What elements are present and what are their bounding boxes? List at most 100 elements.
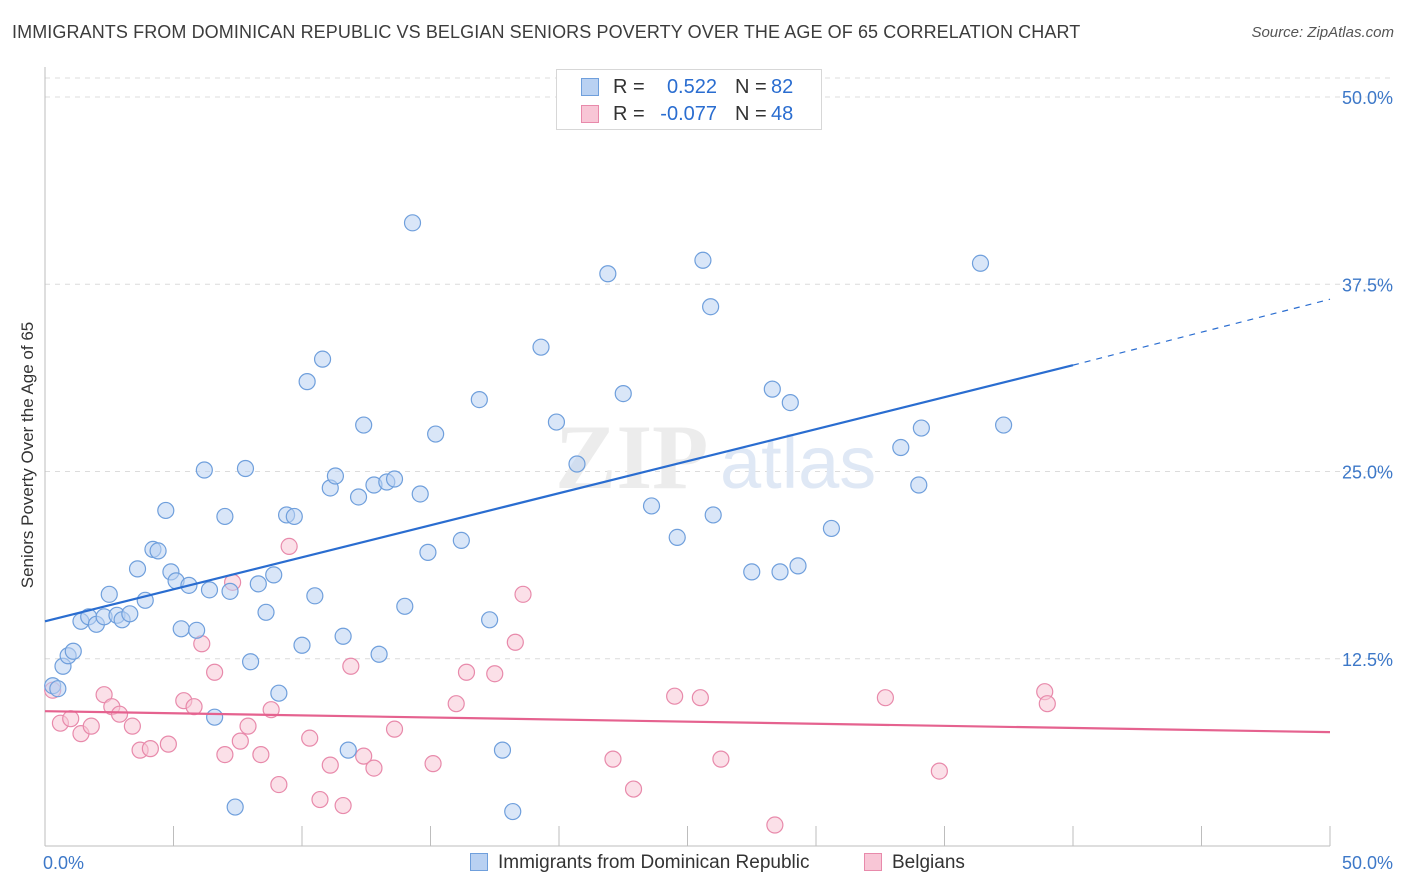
belgians-point bbox=[216, 746, 234, 764]
dominican-point bbox=[265, 566, 283, 584]
y-tick-label: 25.0% bbox=[1342, 463, 1393, 483]
dominican-point bbox=[452, 531, 470, 550]
dominican-point bbox=[242, 653, 260, 671]
source-note: Source: ZipAtlas.com bbox=[1251, 24, 1394, 41]
dominican-point bbox=[822, 519, 841, 538]
dominican-point bbox=[64, 642, 82, 660]
bottom-legend-swatch-blue bbox=[470, 853, 488, 871]
belgians-point bbox=[280, 537, 298, 556]
dominican-point bbox=[642, 497, 661, 515]
dominican-point bbox=[100, 585, 118, 603]
dominican-point bbox=[910, 476, 928, 494]
axis-layer bbox=[44, 67, 1331, 847]
legend-row-dominican: R = 0.522 N = 82 bbox=[557, 74, 821, 100]
belgians-point bbox=[666, 687, 684, 705]
bottom-legend-label: Belgians bbox=[892, 852, 965, 873]
dominican-point bbox=[614, 385, 632, 403]
dominican-point bbox=[403, 214, 422, 232]
dominican-point bbox=[285, 507, 303, 526]
belgians-point bbox=[270, 775, 288, 794]
dominican-point bbox=[298, 373, 316, 391]
dominican-point bbox=[249, 575, 267, 593]
bottom-legend-swatch-pink bbox=[864, 853, 882, 871]
dominican-point bbox=[172, 620, 190, 638]
dominican-point bbox=[694, 251, 712, 269]
dominican-point bbox=[763, 380, 781, 398]
belgians-point bbox=[334, 796, 352, 815]
dominican-point bbox=[216, 507, 234, 526]
y-tick-label: 12.5% bbox=[1342, 650, 1393, 670]
legend-n-label: N = bbox=[735, 103, 767, 125]
dominican-point bbox=[396, 597, 414, 615]
dominican-point bbox=[293, 636, 311, 654]
belgians-point bbox=[95, 686, 113, 704]
belgians-point bbox=[62, 710, 80, 728]
belgians-point bbox=[159, 735, 177, 753]
dominican-point bbox=[781, 393, 799, 412]
legend-n-value: 82 bbox=[771, 76, 794, 98]
belgians-point bbox=[311, 790, 329, 809]
tick-labels: 12.5% 25.0% 37.5% 50.0% 0.0% 50.0% bbox=[43, 88, 1393, 873]
dominican-point bbox=[370, 645, 388, 663]
dominican-point bbox=[385, 470, 404, 488]
legend-n-value: 48 bbox=[771, 103, 794, 125]
belgians-point bbox=[206, 663, 224, 681]
legend-box: R = 0.522 N = 82 R = -0.077 N = 48 bbox=[556, 69, 822, 130]
legend-r-value: 0.522 bbox=[666, 76, 717, 98]
legend-r-label: R = bbox=[613, 103, 645, 125]
dominican-point bbox=[532, 338, 550, 356]
legend-r-value: -0.077 bbox=[660, 103, 717, 125]
dominican-point bbox=[313, 350, 332, 368]
bottom-legend-label: Immigrants from Dominican Republic bbox=[498, 852, 810, 873]
dominican-point bbox=[668, 528, 686, 547]
dominican-point bbox=[912, 419, 930, 437]
legend-swatch-pink bbox=[581, 105, 599, 123]
dominican-point bbox=[257, 603, 275, 621]
belgians-point bbox=[342, 657, 360, 675]
belgians-point bbox=[110, 705, 129, 723]
dominican-point bbox=[326, 467, 345, 485]
legend-swatch-blue bbox=[581, 78, 599, 96]
belgians-point bbox=[355, 747, 373, 765]
dominican-points bbox=[44, 214, 1013, 821]
belgians-point bbox=[365, 759, 383, 777]
belgians-point bbox=[604, 750, 622, 768]
belgians-point bbox=[447, 695, 465, 713]
dominican-point bbox=[470, 390, 488, 409]
belgians-point bbox=[239, 717, 257, 735]
belgians-point bbox=[691, 689, 709, 707]
dominican-point bbox=[349, 488, 368, 506]
x-tick-label: 0.0% bbox=[43, 853, 84, 873]
belgians-point bbox=[123, 717, 141, 735]
y-tick-label: 50.0% bbox=[1342, 88, 1393, 108]
legend-row-belgians: R = -0.077 N = 48 bbox=[557, 101, 821, 127]
dominican-point bbox=[128, 560, 147, 578]
belgians-point bbox=[624, 780, 643, 798]
belgians-point bbox=[141, 740, 159, 758]
dominican-point bbox=[504, 802, 522, 821]
belgians-point bbox=[486, 665, 504, 683]
belgians-point bbox=[514, 585, 532, 603]
dominican-point bbox=[771, 563, 789, 581]
dominican-point bbox=[188, 621, 206, 639]
belgians-point bbox=[424, 755, 442, 773]
dominican-point bbox=[200, 581, 219, 599]
dominican-point bbox=[743, 563, 761, 581]
belgians-point bbox=[252, 746, 270, 764]
dominican-point bbox=[121, 605, 139, 623]
dominican-point bbox=[157, 501, 175, 520]
dominican-point bbox=[547, 413, 566, 431]
dominican-point bbox=[481, 611, 499, 629]
dominican-point bbox=[221, 582, 239, 600]
dominican-point bbox=[568, 455, 586, 473]
dominican-point bbox=[599, 265, 617, 283]
belgians-point bbox=[930, 762, 948, 780]
belgians-point bbox=[506, 633, 524, 651]
dominican-point bbox=[704, 506, 722, 524]
belgians-point bbox=[82, 717, 100, 735]
dominican-trend-line bbox=[44, 364, 1074, 623]
dominican-point bbox=[427, 425, 445, 443]
dominican-point bbox=[493, 741, 512, 759]
dominican-point bbox=[149, 542, 167, 560]
